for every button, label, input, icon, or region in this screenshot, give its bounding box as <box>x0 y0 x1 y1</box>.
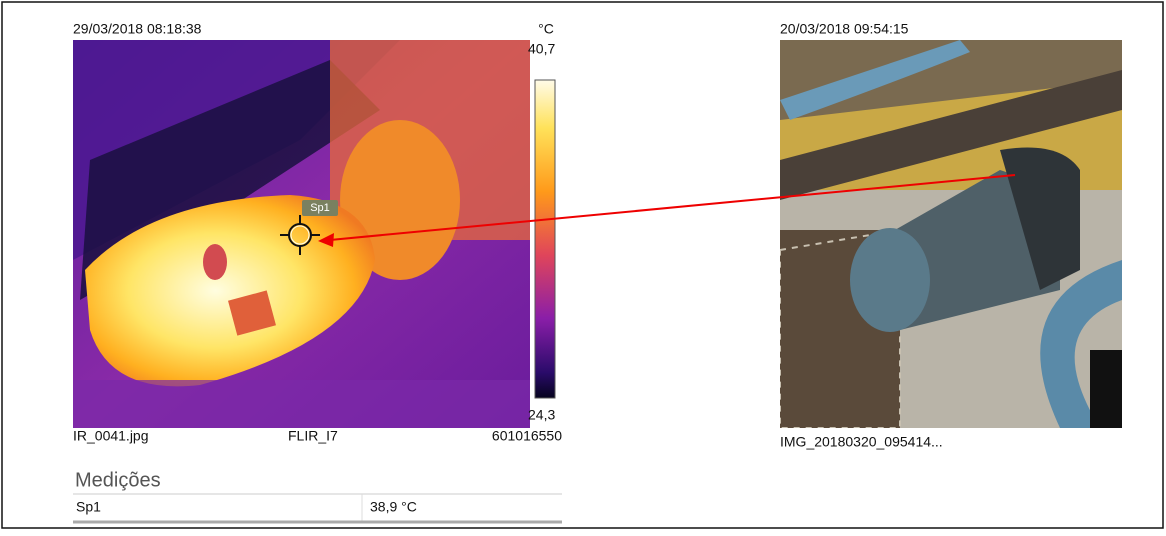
measurement-value: 38,9 °C <box>370 499 417 515</box>
spot-label: Sp1 <box>310 202 330 214</box>
ir-timestamp: 29/03/2018 08:18:38 <box>73 21 202 37</box>
report: 29/03/2018 08:18:38 Sp1 °C 40,7 24,3 IR_… <box>0 0 1166 531</box>
camera-model: FLIR_I7 <box>288 428 338 444</box>
scale-unit: °C <box>538 21 554 37</box>
thermal-image <box>73 40 530 428</box>
color-scale <box>535 80 555 398</box>
camera-serial: 601016550 <box>492 428 562 444</box>
measurements-title: Medições <box>75 469 161 491</box>
scale-max: 40,7 <box>528 41 555 57</box>
measurement-name: Sp1 <box>76 499 101 515</box>
scale-min: 24,3 <box>528 407 555 423</box>
photo-file-name: IMG_20180320_095414... <box>780 434 943 450</box>
photo-image <box>780 40 1122 428</box>
ir-file-name: IR_0041.jpg <box>73 428 149 444</box>
photo-timestamp: 20/03/2018 09:54:15 <box>780 21 909 37</box>
